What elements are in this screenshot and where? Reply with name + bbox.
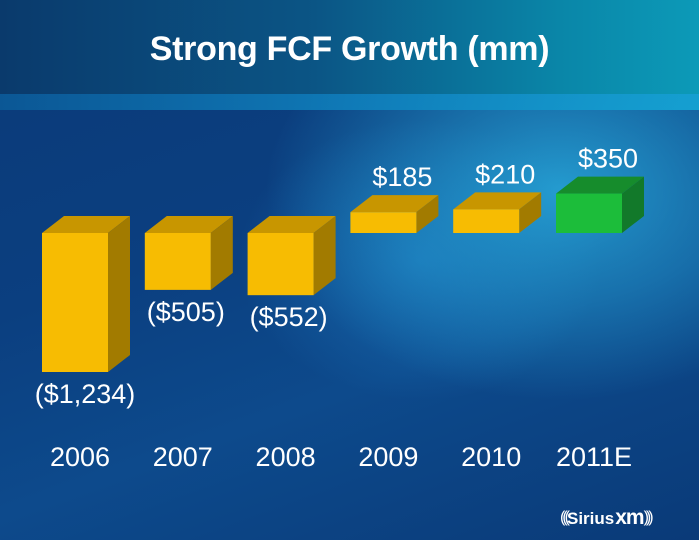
bar-2008 bbox=[247, 216, 336, 296]
x-axis-tick-labels: 2006 2007 2008 2009 2010 2011E bbox=[50, 442, 632, 472]
bar-front-face bbox=[350, 212, 417, 233]
bar-top-face bbox=[556, 176, 644, 194]
bar-2009 bbox=[350, 195, 439, 233]
data-label-2010: $210 bbox=[475, 159, 535, 189]
data-label-2006: ($1,234) bbox=[35, 379, 136, 409]
x-tick-2006: 2006 bbox=[50, 442, 110, 472]
bar-top-face bbox=[247, 216, 336, 233]
data-label-2008: ($552) bbox=[250, 302, 328, 332]
data-label-2007: ($505) bbox=[147, 297, 225, 327]
signal-waves-icon: ((( bbox=[560, 509, 570, 526]
bar-side-face bbox=[622, 176, 644, 233]
bar-2007 bbox=[144, 216, 233, 290]
logo-sirius: Sirius bbox=[566, 509, 615, 528]
bar-front-face bbox=[42, 233, 108, 372]
data-label-2011E: $350 bbox=[578, 144, 638, 174]
bar-side-face bbox=[416, 195, 439, 233]
signal-waves-icon-right: ))) bbox=[643, 509, 654, 526]
bar-side-face bbox=[210, 216, 233, 290]
bar-top-face bbox=[453, 192, 542, 210]
bar-front-face bbox=[144, 233, 211, 290]
x-tick-2008: 2008 bbox=[256, 442, 316, 472]
bar-side-face bbox=[108, 216, 130, 372]
bar-2011E bbox=[556, 176, 644, 233]
bar-side-face bbox=[313, 216, 336, 296]
logo-wordmark: Siriusxm bbox=[566, 506, 645, 530]
siriusxm-logo: ((( Siriusxm ))) bbox=[560, 505, 690, 531]
x-tick-2009: 2009 bbox=[358, 442, 418, 472]
data-labels: ($1,234) ($505) ($552) $185 $210 $350 bbox=[35, 144, 638, 409]
bar-front-face bbox=[453, 209, 520, 233]
bar-top-face bbox=[350, 195, 439, 213]
bar-top-face bbox=[42, 216, 130, 233]
x-tick-2010: 2010 bbox=[461, 442, 521, 472]
bar-2010 bbox=[453, 192, 542, 233]
bar-series bbox=[42, 176, 644, 372]
title-banner-stripe bbox=[0, 94, 699, 110]
data-label-2009: $185 bbox=[372, 162, 432, 192]
bar-side-face bbox=[519, 192, 542, 233]
chart-title: Strong FCF Growth (mm) bbox=[149, 30, 550, 68]
title-banner bbox=[0, 0, 699, 94]
x-tick-2011E: 2011E bbox=[556, 442, 632, 472]
x-tick-2007: 2007 bbox=[153, 442, 213, 472]
bar-top-face bbox=[144, 216, 233, 233]
bar-front-face bbox=[247, 233, 314, 296]
logo-xm: xm bbox=[615, 506, 644, 529]
bar-2006 bbox=[42, 216, 130, 372]
bar-front-face bbox=[556, 193, 622, 233]
